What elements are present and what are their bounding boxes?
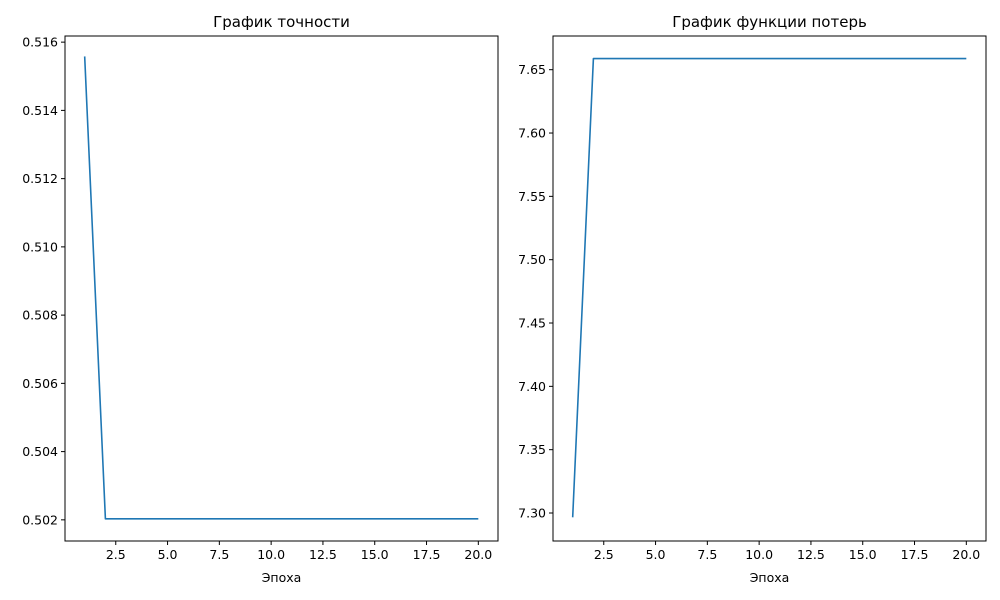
loss-axes-frame [552,35,987,542]
accuracy-y-tick-label: 0.512 [22,171,58,186]
accuracy-x-axis-label: Эпоха [262,570,302,585]
accuracy-x-tick-label: 20.0 [464,547,492,562]
loss-y-tick-label: 7.55 [518,189,546,204]
loss-x-tick-label: 20.0 [952,547,980,562]
accuracy-y-tick-label: 0.516 [22,35,58,50]
accuracy-y-tick-label: 0.504 [22,444,58,459]
loss-y-tick-label: 7.50 [518,252,546,267]
accuracy-y-tick-label: 0.514 [22,103,58,118]
loss-x-tick-label: 7.5 [697,547,717,562]
accuracy-axes-frame [64,35,499,542]
accuracy-y-tick-label: 0.506 [22,376,58,391]
accuracy-y-tick-label: 0.502 [22,512,58,527]
loss-x-tick-label: 17.5 [901,547,929,562]
loss-x-tick-label: 12.5 [797,547,825,562]
loss-chart-title: График функции потерь [672,13,867,31]
accuracy-x-tick-label: 10.0 [257,547,285,562]
loss-x-tick-label: 2.5 [594,547,614,562]
accuracy-chart-panel: График точности 2.5 5.0 7.5 10.0 12.5 15.0 17.5… [22,13,499,585]
loss-x-tick-label: 15.0 [849,547,877,562]
loss-series-line [571,57,967,518]
accuracy-x-tick-label: 2.5 [106,547,126,562]
accuracy-chart-title: График точности [213,13,350,31]
accuracy-series-line [83,56,479,520]
loss-y-tick-label: 7.30 [518,506,546,521]
accuracy-x-tick-label: 12.5 [309,547,337,562]
loss-x-tick-label: 5.0 [646,547,666,562]
loss-x-axis-label: Эпоха [750,570,790,585]
loss-y-tick-label: 7.35 [518,442,546,457]
accuracy-x-tick-label: 5.0 [158,547,178,562]
loss-y-tick-label: 7.60 [518,126,546,141]
loss-chart-panel: График функции потерь 2.5 5.0 7.5 10.0 12.5 15… [518,13,987,585]
accuracy-y-tick-label: 0.508 [22,308,58,323]
accuracy-x-tick-label: 7.5 [209,547,229,562]
loss-y-tick-label: 7.40 [518,379,546,394]
loss-y-tick-label: 7.45 [518,316,546,331]
accuracy-x-tick-label: 17.5 [413,547,441,562]
accuracy-y-tick-label: 0.510 [22,239,58,254]
loss-y-tick-label: 7.65 [518,62,546,77]
accuracy-x-tick-label: 15.0 [361,547,389,562]
loss-x-tick-label: 10.0 [745,547,773,562]
